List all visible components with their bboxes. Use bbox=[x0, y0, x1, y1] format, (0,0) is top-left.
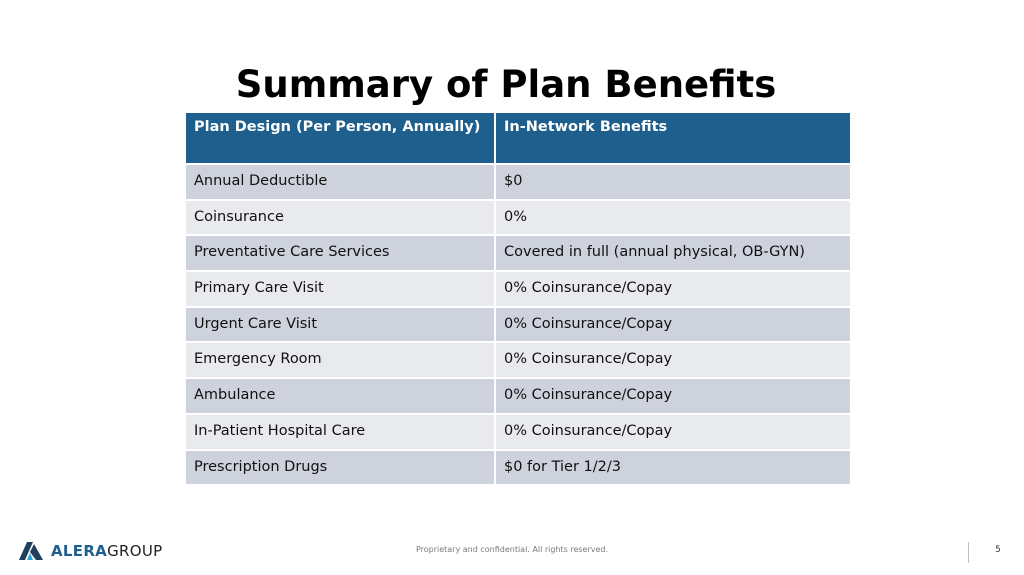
logo-wordmark: ALERAGROUP bbox=[51, 541, 162, 561]
row-label: Preventative Care Services bbox=[184, 234, 496, 273]
table-row: In-Patient Hospital Care 0% Coinsurance/… bbox=[184, 412, 852, 451]
row-value: 0% Coinsurance/Copay bbox=[494, 341, 852, 380]
row-value: Covered in full (annual physical, OB-GYN… bbox=[494, 234, 852, 273]
row-label: Primary Care Visit bbox=[184, 270, 496, 308]
row-value: 0% Coinsurance/Copay bbox=[494, 305, 852, 344]
row-label: In-Patient Hospital Care bbox=[184, 412, 496, 451]
logo-name-strong: ALERA bbox=[51, 542, 108, 560]
table-row: Ambulance 0% Coinsurance/Copay bbox=[184, 377, 852, 415]
row-value: 0% Coinsurance/Copay bbox=[494, 412, 852, 451]
row-label: Ambulance bbox=[184, 377, 496, 415]
row-value: 0% bbox=[494, 198, 852, 237]
confidentiality-notice: Proprietary and confidential. All rights… bbox=[415, 545, 609, 554]
row-label: Emergency Room bbox=[184, 341, 496, 380]
row-label: Annual Deductible bbox=[184, 163, 496, 201]
column-header-in-network: In-Network Benefits bbox=[494, 111, 852, 165]
row-label: Coinsurance bbox=[184, 198, 496, 237]
page-number: 5 bbox=[995, 545, 1001, 555]
row-value: 0% Coinsurance/Copay bbox=[494, 270, 852, 308]
table-header-row: Plan Design (Per Person, Annually) In-Ne… bbox=[184, 111, 852, 165]
table-row: Primary Care Visit 0% Coinsurance/Copay bbox=[184, 270, 852, 308]
logo-name-light: GROUP bbox=[107, 542, 163, 560]
row-value: 0% Coinsurance/Copay bbox=[494, 377, 852, 415]
table-row: Preventative Care Services Covered in fu… bbox=[184, 234, 852, 273]
column-header-plan-design: Plan Design (Per Person, Annually) bbox=[184, 111, 496, 165]
alera-mark-icon bbox=[19, 542, 45, 560]
footer-divider bbox=[968, 542, 969, 563]
plan-benefits-table: Plan Design (Per Person, Annually) In-Ne… bbox=[184, 111, 852, 487]
page-title: Summary of Plan Benefits bbox=[235, 63, 777, 106]
table-row: Coinsurance 0% bbox=[184, 198, 852, 237]
row-value: $0 bbox=[494, 163, 852, 201]
table-row: Prescription Drugs $0 for Tier 1/2/3 bbox=[184, 448, 852, 487]
table-row: Urgent Care Visit 0% Coinsurance/Copay bbox=[184, 305, 852, 344]
row-label: Urgent Care Visit bbox=[184, 305, 496, 344]
alera-group-logo: ALERAGROUP bbox=[19, 541, 162, 561]
table-row: Emergency Room 0% Coinsurance/Copay bbox=[184, 341, 852, 380]
row-label: Prescription Drugs bbox=[184, 448, 496, 487]
table-row: Annual Deductible $0 bbox=[184, 163, 852, 201]
row-value: $0 for Tier 1/2/3 bbox=[494, 448, 852, 487]
